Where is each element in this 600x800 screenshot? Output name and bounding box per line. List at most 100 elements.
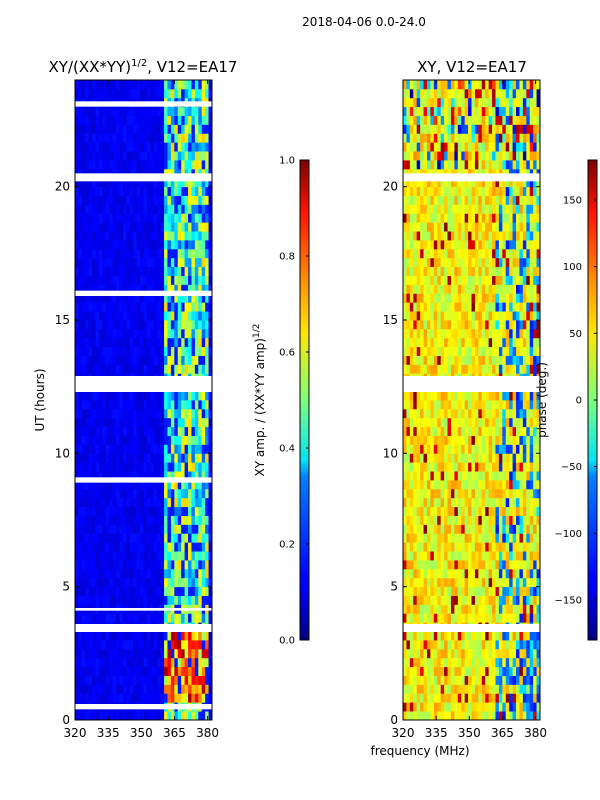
right-heatmap-cell [464,675,469,685]
left-heatmap-cell [105,595,110,605]
left-heatmap-cell [150,586,155,596]
right-heatmap-cell [512,577,517,588]
right-heatmap-cell [512,311,517,321]
right-heatmap-cell [433,284,438,294]
left-heatmap-cell [78,480,83,490]
left-heatmap-cell [194,284,199,294]
left-heatmap-cell [146,266,151,276]
right-heatmap-cell [533,613,537,623]
left-heatmap-cell [167,311,172,321]
left-heatmap-cell [85,568,90,579]
right-heatmap-cell [505,613,510,623]
left-heatmap-cell [153,400,158,410]
left-heatmap-cell [160,177,165,188]
right-heatmap-cell [464,400,469,410]
left-heatmap-cell [194,231,199,241]
left-heatmap-cell [198,213,203,223]
left-heatmap-cell [140,480,144,490]
left-heatmap-cell [122,462,127,472]
right-heatmap-cell [533,453,537,463]
left-heatmap-cell [92,684,96,694]
left-heatmap-cell [194,160,199,170]
right-heatmap-cell [526,586,531,596]
right-heatmap-cell [526,275,531,285]
left-heatmap-cell [126,204,131,214]
right-heatmap-cell [536,408,541,419]
left-heatmap-cell [98,675,103,685]
left-heatmap-cell [129,213,134,223]
right-heatmap-cell [536,542,541,552]
left-heatmap-cell [146,551,151,561]
left-heatmap-cell [164,631,168,641]
left-heatmap-cell [184,613,189,623]
left-heatmap-cell [181,248,185,259]
right-heatmap-cell [461,577,466,588]
left-heatmap-cell [116,524,120,534]
right-heatmap-cell [444,453,448,463]
left-heatmap-cell [160,533,165,543]
left-heatmap-cell [198,462,203,472]
left-heatmap-cell [167,222,172,232]
right-heatmap-cell [447,426,452,436]
right-heatmap-cell [457,577,462,588]
left-heatmap-cell [75,222,79,232]
right-heatmap-cell [529,462,534,472]
left-heatmap-cell [92,417,96,428]
left-heatmap-cell [188,302,192,312]
right-heatmap-cell [478,560,483,570]
right-heatmap-cell [457,337,462,348]
right-heatmap-cell [423,524,428,534]
left-heatmap-cell [174,684,179,694]
left-heatmap-cell [109,666,114,676]
right-heatmap-cell [519,666,524,676]
right-heatmap-cell [505,355,510,365]
left-heatmap-cell [126,524,131,534]
right-heatmap-cell [420,542,424,552]
left-heatmap-cell [170,417,175,428]
right-heatmap-cell [481,400,486,410]
left-heatmap-cell [78,426,83,436]
left-heatmap-cell [143,266,148,276]
right-heatmap-cell [426,435,431,445]
left-heatmap-cell [208,435,213,445]
left-heatmap-cell [184,231,189,241]
left-heatmap-cell [85,586,90,596]
left-heatmap-cell [105,213,110,223]
left-heatmap-cell [164,657,168,668]
left-heatmap-cell [188,364,192,374]
left-heatmap-cell [119,133,124,143]
left-heatmap-cell [205,497,209,508]
left-heatmap-cell [198,435,203,445]
right-heatmap-cell [488,364,493,374]
left-heatmap-cell [116,560,120,570]
right-heatmap-cell [413,577,418,588]
left-heatmap-cell [112,648,117,659]
right-heatmap-cell [454,488,459,499]
left-heatmap-cell [109,346,114,356]
right-heatmap-cell [471,320,476,330]
right-heatmap-cell [444,675,448,685]
right-heatmap-cell [481,391,486,401]
left-heatmap-cell [198,328,203,339]
left-heatmap-cell [88,257,93,268]
right-heatmap-cell [492,426,496,436]
right-heatmap-cell [420,577,424,588]
left-heatmap-cell [92,231,96,241]
left-heatmap-cell [160,711,165,721]
right-heatmap-cell [516,533,520,543]
right-heatmap-cell [529,524,534,534]
right-heatmap-cell [403,257,407,268]
right-heatmap-cell [536,533,541,543]
left-heatmap-cell [164,328,168,339]
right-heatmap-cell [409,302,414,312]
left-heatmap-cell [146,80,151,90]
right-heatmap-cell [474,586,479,596]
left-heatmap-cell [75,560,79,570]
left-heatmap-cell [201,391,206,401]
left-heatmap-cell [98,124,103,134]
left-heatmap-cell [177,426,182,436]
left-heatmap-cell [188,328,192,339]
left-heatmap-cell [167,364,172,374]
right-heatmap-cell [512,435,517,445]
right-heatmap-cell [498,302,503,312]
